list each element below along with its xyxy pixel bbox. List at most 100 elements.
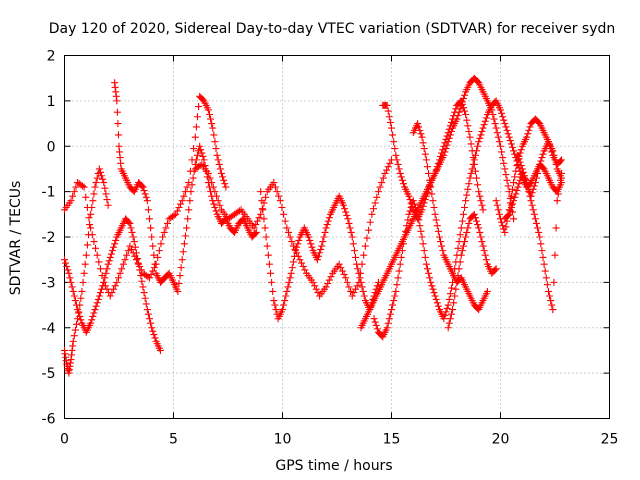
data-point	[114, 120, 122, 128]
data-point	[500, 116, 508, 124]
data-point	[495, 210, 503, 218]
data-point	[432, 216, 440, 224]
data-point	[507, 192, 515, 200]
data-point	[295, 236, 303, 244]
data-point	[404, 216, 412, 224]
series-track-e	[191, 156, 395, 300]
data-point	[474, 181, 482, 189]
data-point	[539, 253, 547, 261]
data-point	[138, 277, 146, 285]
data-point	[462, 233, 470, 241]
data-point	[86, 221, 94, 229]
x-tick-label: 15	[383, 432, 401, 448]
data-point	[439, 247, 447, 255]
data-point	[477, 197, 485, 205]
data-point	[523, 133, 531, 141]
data-point	[431, 292, 439, 300]
data-point	[174, 287, 182, 295]
data-point	[483, 287, 491, 295]
data-point	[70, 332, 78, 340]
data-point	[389, 131, 397, 139]
y-tick-label: -2	[42, 230, 56, 246]
data-point	[342, 274, 350, 282]
data-point	[77, 316, 85, 324]
data-point	[99, 175, 107, 183]
data-point	[217, 169, 225, 177]
data-point	[558, 174, 566, 182]
data-point	[143, 197, 151, 205]
data-point	[402, 227, 410, 235]
data-point	[383, 166, 391, 174]
data-point	[164, 219, 172, 227]
data-point	[140, 186, 148, 194]
data-point	[87, 319, 95, 327]
data-point	[374, 188, 382, 196]
data-point	[381, 169, 389, 177]
data-point	[79, 278, 87, 286]
data-point	[325, 214, 333, 222]
data-point	[62, 259, 70, 267]
data-point	[148, 324, 156, 332]
data-point	[428, 190, 436, 198]
data-point	[474, 142, 482, 150]
data-point	[130, 238, 138, 246]
data-point	[540, 260, 548, 268]
data-point	[479, 242, 487, 250]
x-tick-label: 0	[60, 432, 69, 448]
data-point	[555, 183, 563, 191]
data-point	[384, 319, 392, 327]
data-point	[286, 233, 294, 241]
data-point	[281, 217, 289, 225]
data-point	[398, 176, 406, 184]
data-point	[503, 176, 511, 184]
data-point	[493, 129, 501, 137]
data-point	[430, 204, 438, 212]
data-point	[96, 289, 104, 297]
data-point	[365, 226, 373, 234]
data-point	[444, 301, 452, 309]
data-point	[401, 233, 409, 241]
data-point	[449, 115, 457, 123]
data-point	[189, 174, 197, 182]
data-point	[345, 283, 353, 291]
data-point	[538, 247, 546, 255]
data-point	[177, 200, 185, 208]
data-point	[110, 243, 118, 251]
data-point	[363, 234, 371, 242]
data-point	[137, 272, 145, 280]
data-point	[461, 204, 469, 212]
data-point	[90, 309, 98, 317]
data-point	[482, 256, 490, 264]
data-point	[444, 324, 452, 332]
data-point	[394, 160, 402, 168]
data-point	[497, 106, 504, 114]
data-point	[325, 276, 333, 284]
data-point	[141, 190, 149, 198]
data-point	[318, 242, 326, 250]
data-point	[501, 165, 509, 173]
data-point	[285, 278, 293, 286]
data-point	[342, 208, 350, 216]
data-point	[206, 174, 214, 182]
data-point	[370, 315, 378, 323]
data-point	[283, 287, 291, 295]
data-point	[443, 304, 451, 312]
data-point	[311, 282, 319, 290]
data-point	[524, 130, 532, 138]
data-point	[535, 228, 543, 236]
data-point	[359, 287, 367, 295]
data-point	[281, 297, 289, 305]
data-point	[251, 230, 259, 238]
data-point	[343, 211, 351, 219]
data-point	[383, 324, 391, 332]
data-point	[252, 221, 260, 229]
data-point	[147, 319, 155, 327]
data-point	[463, 191, 471, 199]
data-point	[398, 247, 406, 255]
data-point	[543, 281, 551, 289]
data-point	[459, 242, 467, 250]
data-point	[307, 240, 315, 248]
data-point	[388, 124, 395, 132]
y-axis-label: SDTVAR / TECUs	[8, 181, 24, 296]
data-point	[501, 120, 509, 128]
